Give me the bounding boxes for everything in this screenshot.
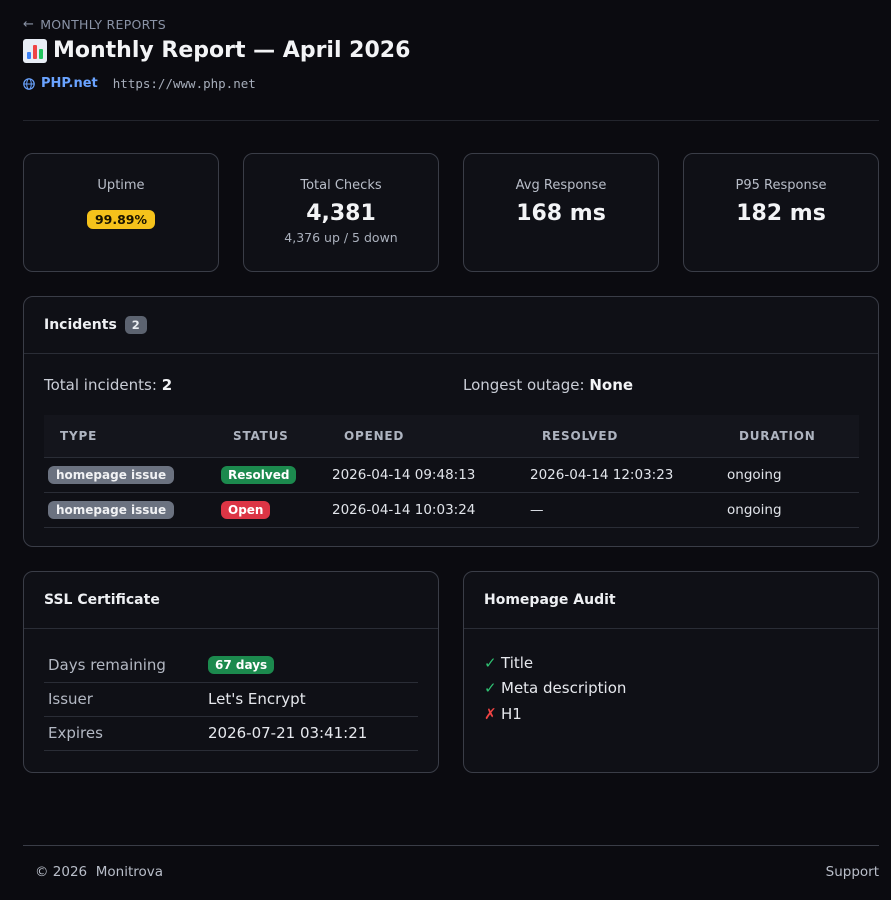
avg-response-card: Avg Response 168 ms [463, 153, 659, 272]
incidents-count-badge: 2 [124, 316, 147, 334]
total-checks-value: 4,381 [306, 201, 376, 226]
audit-panel: Homepage Audit ✓ Title ✓ Meta descriptio… [463, 571, 879, 773]
page-title: Monthly Report — April 2026 [23, 38, 410, 63]
p95-response-value: 182 ms [736, 201, 826, 226]
ssl-key: Issuer [44, 682, 208, 717]
footer-copyright: © 2026 Monitrova [35, 864, 164, 880]
ssl-table: Days remaining 67 days Issuer Let's Encr… [44, 648, 418, 751]
p95-response-label: P95 Response [735, 178, 827, 193]
incident-type-badge: homepage issue [48, 500, 175, 519]
check-icon: ✓ [484, 679, 497, 698]
opened-cell: 2026-04-14 10:03:24 [328, 492, 526, 528]
col-duration: DURATION [723, 415, 859, 458]
status-badge: Resolved [221, 465, 297, 484]
uptime-badge: 99.89% [86, 210, 156, 229]
duration-cell: ongoing [723, 457, 859, 493]
avg-response-value: 168 ms [516, 201, 606, 226]
globe-icon [23, 77, 35, 90]
total-checks-card: Total Checks 4,381 4,376 up / 5 down [243, 153, 439, 272]
uptime-label: Uptime [97, 178, 145, 193]
ssl-key: Days remaining [44, 648, 208, 683]
table-header-row: TYPE STATUS OPENED RESOLVED DURATION [44, 415, 859, 458]
audit-header: Homepage Audit [464, 572, 878, 629]
ssl-title: SSL Certificate [44, 592, 160, 608]
audit-list: ✓ Title ✓ Meta description ✗ H1 [484, 650, 626, 727]
footer-divider [23, 845, 879, 846]
site-url: https://www.php.net [112, 76, 256, 91]
check-icon: ✓ [484, 653, 497, 672]
table-row: Issuer Let's Encrypt [44, 682, 418, 717]
list-item: ✓ Title [484, 650, 626, 676]
table-row: Expires 2026-07-21 03:41:21 [44, 716, 418, 751]
table-row: homepage issue Resolved 2026-04-14 09:48… [44, 457, 859, 493]
incidents-header: Incidents 2 [24, 297, 878, 354]
back-link-label: MONTHLY REPORTS [40, 17, 166, 32]
resolved-cell: 2026-04-14 12:03:23 [526, 457, 723, 493]
list-item: ✗ H1 [484, 701, 626, 727]
ssl-key: Expires [44, 716, 208, 751]
audit-item-label: Meta description [501, 679, 627, 698]
audit-title: Homepage Audit [484, 592, 616, 608]
col-opened: OPENED [328, 415, 526, 458]
incidents-table: TYPE STATUS OPENED RESOLVED DURATION hom… [44, 415, 859, 528]
header-divider [23, 120, 879, 121]
longest-outage: Longest outage: None [463, 376, 634, 394]
incidents-summary: Total incidents: 2 Longest outage: None [44, 376, 859, 394]
incident-type-badge: homepage issue [48, 465, 175, 484]
support-link[interactable]: Support [825, 864, 879, 880]
p95-response-card: P95 Response 182 ms [683, 153, 879, 272]
incidents-title: Incidents [44, 317, 117, 333]
audit-item-label: Title [501, 653, 534, 672]
site-info: PHP.net https://www.php.net [23, 76, 256, 91]
days-remaining-badge: 67 days [208, 656, 275, 675]
page-title-text: Monthly Report — April 2026 [53, 38, 411, 63]
ssl-panel: SSL Certificate Days remaining 67 days I… [23, 571, 439, 773]
ssl-expires: 2026-07-21 03:41:21 [208, 716, 418, 751]
incidents-panel: Incidents 2 Total incidents: 2 Longest o… [23, 296, 879, 547]
table-row: Days remaining 67 days [44, 648, 418, 683]
audit-item-label: H1 [501, 704, 522, 723]
resolved-cell: — [526, 492, 723, 528]
opened-cell: 2026-04-14 09:48:13 [328, 457, 526, 493]
table-row: homepage issue Open 2026-04-14 10:03:24 … [44, 492, 859, 528]
status-badge: Open [221, 500, 271, 519]
back-link[interactable]: ← MONTHLY REPORTS [23, 17, 166, 32]
col-resolved: RESOLVED [526, 415, 723, 458]
uptime-card: Uptime 99.89% [23, 153, 219, 272]
col-status: STATUS [217, 415, 328, 458]
bar-chart-icon [23, 38, 47, 63]
total-checks-label: Total Checks [300, 178, 382, 193]
total-checks-breakdown: 4,376 up / 5 down [284, 230, 398, 245]
col-type: TYPE [44, 415, 217, 458]
site-name-link[interactable]: PHP.net [41, 76, 98, 91]
avg-response-label: Avg Response [515, 178, 607, 193]
total-incidents: Total incidents: 2 [44, 376, 173, 394]
arrow-left-icon: ← [23, 17, 35, 32]
cross-icon: ✗ [484, 704, 497, 723]
duration-cell: ongoing [723, 492, 859, 528]
ssl-header: SSL Certificate [24, 572, 438, 629]
ssl-issuer: Let's Encrypt [208, 682, 418, 717]
list-item: ✓ Meta description [484, 676, 626, 702]
